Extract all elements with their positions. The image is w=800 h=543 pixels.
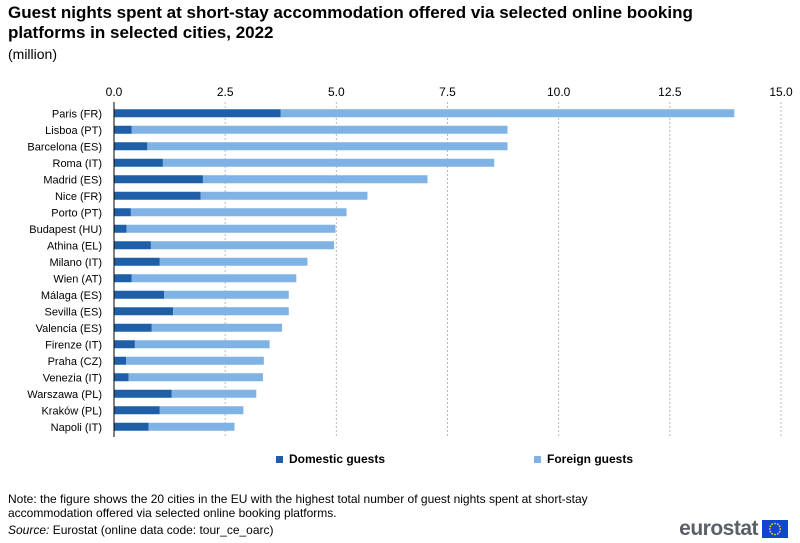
bar-domestic [114,356,127,365]
legend-swatch-foreign [534,455,541,463]
bar-foreign [150,241,335,250]
bar-domestic [114,323,152,332]
bar-foreign [200,191,368,200]
footnote: Note: the figure shows the 20 cities in … [8,492,588,520]
bar-foreign [147,142,508,151]
bar-domestic [114,373,129,382]
category-label: Wien (AT) [53,273,102,285]
category-label: Sevilla (ES) [45,306,102,318]
bar-chart: 0.0 2.5 5.0 7.5 10.0 12.5 15.0 Paris (FR) Lisboa… [27,85,793,437]
x-tick-label: 2.5 [217,85,234,99]
category-label: Madrid (ES) [43,174,102,186]
category-label: Napoli (IT) [51,422,102,434]
category-label: Porto (PT) [51,207,102,219]
category-label: Budapest (HU) [29,224,102,236]
bar-foreign [151,323,283,332]
bar-domestic [114,340,135,349]
bar-foreign [162,158,495,167]
bar-domestic [114,257,160,266]
eurostat-logo: eurostat [679,517,788,541]
category-label: Valencia (ES) [36,323,102,335]
source-text: Eurostat (online data code: tour_ce_oarc… [52,523,274,537]
bar-domestic [114,125,132,134]
logo-text: eurostat [679,517,758,540]
x-tick-label: 7.5 [439,85,456,99]
source-label: Source: [8,523,50,537]
category-label: Barcelona (ES) [27,141,102,153]
bar-foreign [128,373,263,382]
category-label: Praha (CZ) [48,356,102,368]
bar-domestic [114,241,151,250]
chart-title: Guest nights spent at short-stay accommo… [8,3,693,42]
bar-foreign [164,290,289,299]
legend-item-domestic: Domestic guests [276,452,385,466]
bar-foreign [159,406,244,415]
bar-domestic [114,224,127,233]
bar-foreign [173,307,289,316]
category-label: Nice (FR) [55,191,102,203]
legend: Domestic guests Foreign guests [0,452,800,472]
bar-domestic [114,307,174,316]
category-label: Kraków (PL) [41,405,102,417]
category-label: Roma (IT) [53,158,103,170]
bar-foreign [202,175,428,184]
category-label: Lisboa (PT) [45,125,102,137]
bar-foreign [126,356,264,365]
bar-foreign [280,109,735,118]
bar-foreign [134,340,270,349]
x-tick-label: 0.0 [106,85,123,99]
category-label: Warszawa (PL) [27,389,102,401]
category-label: Málaga (ES) [41,290,102,302]
category-label: Paris (FR) [52,108,102,120]
bar-foreign [148,422,235,431]
legend-item-foreign: Foreign guests [534,452,633,466]
bar-domestic [114,175,203,184]
bar-foreign [159,257,308,266]
legend-label-domestic: Domestic guests [289,452,386,466]
bar-foreign [131,274,297,283]
category-label: Milano (IT) [49,257,102,269]
category-label: Venezia (IT) [43,372,102,384]
bar-domestic [114,389,172,398]
bar-domestic [114,191,201,200]
bar-domestic [114,290,165,299]
x-tick-label: 10.0 [547,85,571,99]
category-label: Firenze (IT) [45,339,102,351]
bar-foreign [131,125,508,134]
bar-foreign [130,208,347,217]
legend-swatch-domestic [276,455,283,463]
bar-domestic [114,158,163,167]
source-line: Source: Eurostat (online data code: tour… [8,523,274,537]
bar-foreign [171,389,257,398]
bar-domestic [114,208,131,217]
bar-domestic [114,274,132,283]
bar-foreign [126,224,336,233]
x-tick-label: 15.0 [769,85,793,99]
category-label: Athina (EL) [47,240,102,252]
chart-subtitle: (million) [8,46,57,62]
x-tick-label: 12.5 [658,85,682,99]
bar-domestic [114,142,148,151]
bar-domestic [114,109,281,118]
bar-domestic [114,422,149,431]
eu-flag-icon [762,520,788,538]
x-tick-label: 5.0 [328,85,345,99]
bar-domestic [114,406,160,415]
legend-label-foreign: Foreign guests [547,452,634,466]
